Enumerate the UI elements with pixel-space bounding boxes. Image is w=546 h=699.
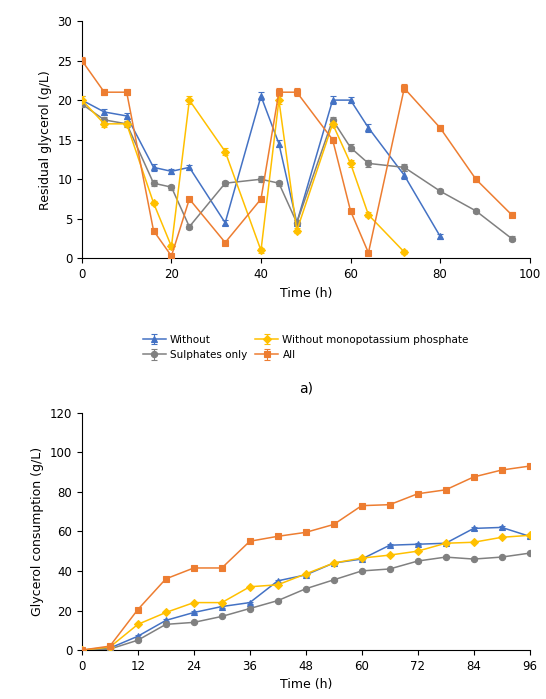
X-axis label: Time (h): Time (h) xyxy=(280,287,332,300)
Y-axis label: Residual glycerol (g/L): Residual glycerol (g/L) xyxy=(39,70,52,210)
X-axis label: Time (h): Time (h) xyxy=(280,678,332,691)
Text: a): a) xyxy=(299,382,313,396)
Y-axis label: Glycerol consumption (g/L): Glycerol consumption (g/L) xyxy=(31,447,44,616)
Legend: Without, Sulphates only, Without monopotassium phosphate, All: Without, Sulphates only, Without monopot… xyxy=(143,335,469,360)
